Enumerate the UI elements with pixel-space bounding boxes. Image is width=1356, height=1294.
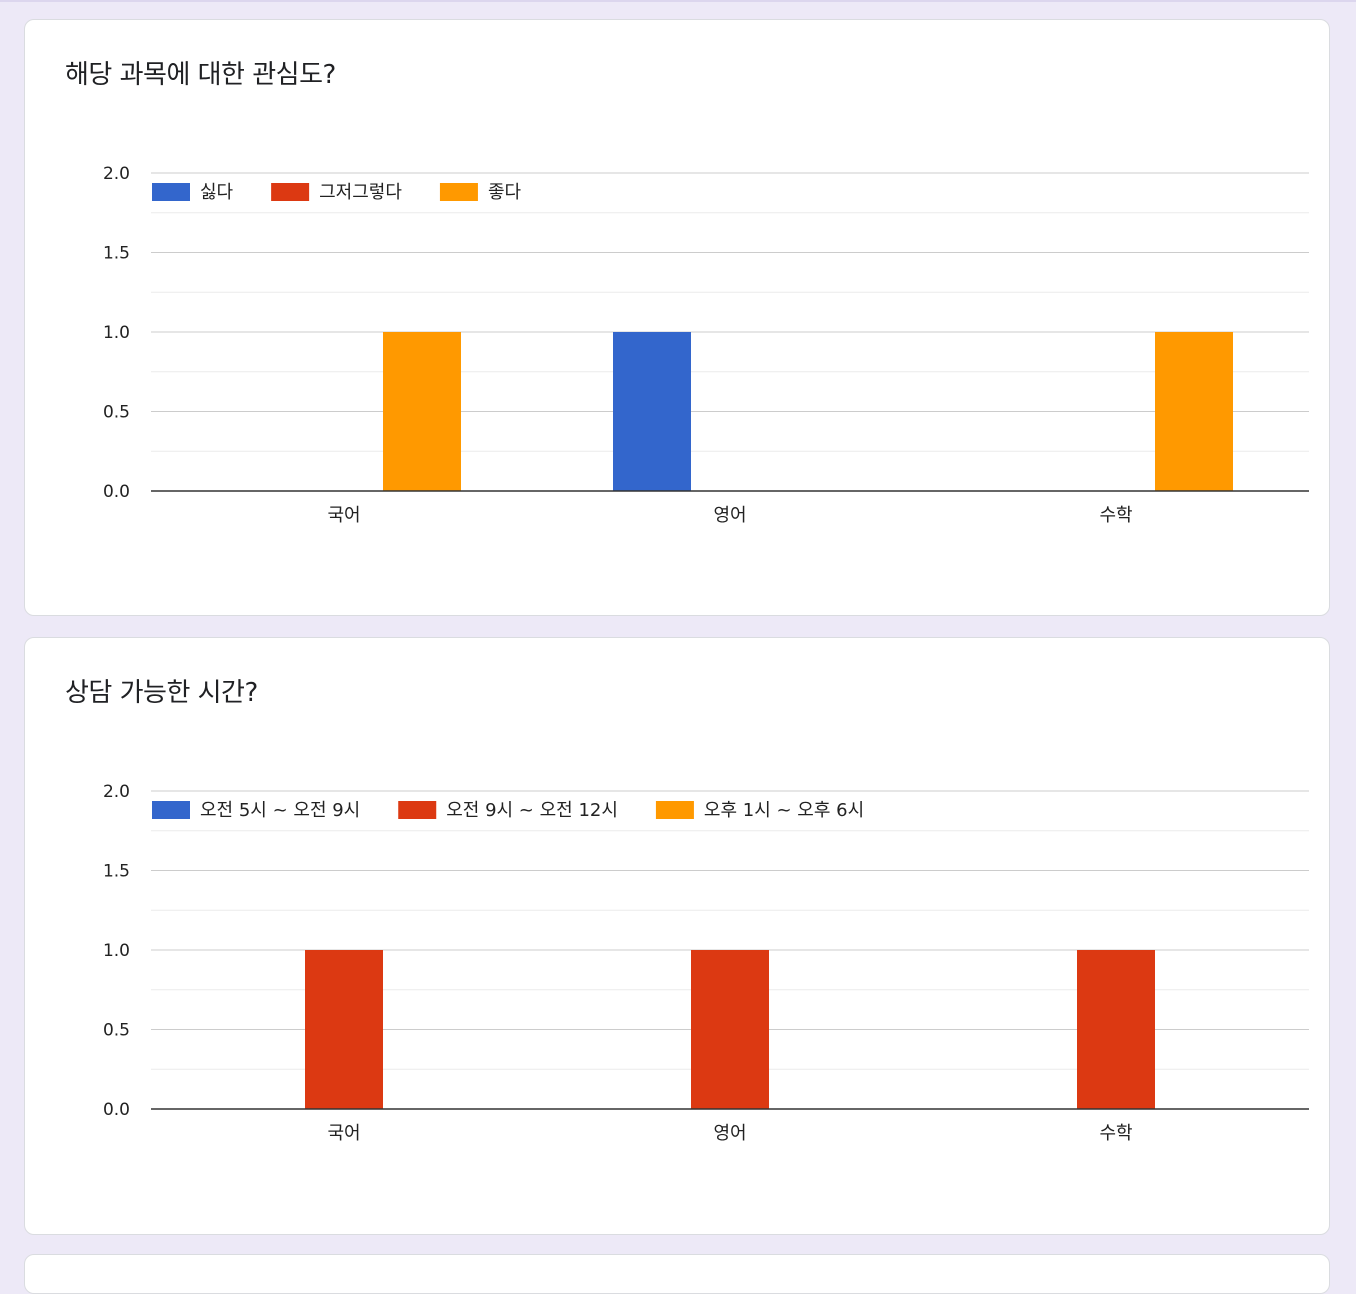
legend-swatch-2 <box>398 801 437 819</box>
x-category-label: 영어 <box>713 505 746 526</box>
page-top-border <box>0 0 1356 2</box>
x-category-label: 수학 <box>1099 1123 1132 1144</box>
legend-label-1: 싫다 <box>200 182 234 203</box>
y-tick-label: 1.0 <box>103 941 130 961</box>
y-tick-label: 0.5 <box>103 1021 130 1041</box>
bar-chart-interest: 0.0 0.5 1.0 1.5 2.0 국어 영어 수학 싫다 그저그렇다 좋다 <box>103 164 1309 526</box>
bar-2-3[interactable] <box>1077 950 1155 1109</box>
legend-swatch-3 <box>439 183 478 201</box>
y-tick-label: 0.5 <box>103 403 130 423</box>
x-category-label: 영어 <box>713 1123 746 1144</box>
bar-3-3[interactable] <box>1155 332 1233 491</box>
question-title: 해당 과목에 대한 관심도? <box>65 60 336 90</box>
legend-swatch-2 <box>271 183 310 201</box>
legend-label-3: 오후 1시 ~ 오후 6시 <box>704 800 864 821</box>
legend-label-1: 오전 5시 ~ 오전 9시 <box>200 800 360 821</box>
bar-2-2[interactable] <box>691 950 769 1109</box>
y-tick-label: 1.5 <box>103 244 130 264</box>
legend-swatch-3 <box>655 801 694 819</box>
y-tick-label: 2.0 <box>103 164 130 184</box>
bar-chart-consult-time: 0.0 0.5 1.0 1.5 2.0 국어 영어 수학 오전 5시 ~ 오전 9시 오전 9시 … <box>103 782 1309 1144</box>
x-category-label: 국어 <box>327 505 360 526</box>
legend-label-2: 그저그렇다 <box>319 182 402 203</box>
legend-swatch-1 <box>152 801 190 819</box>
question-card-consult-time: 상담 가능한 시간? 0.0 0.5 1.0 1.5 2.0 국어 영어 수학 오전 5시 ~ … <box>24 637 1330 1235</box>
x-category-label: 수학 <box>1099 505 1132 526</box>
bar-2-1[interactable] <box>305 950 383 1109</box>
bar-3-1[interactable] <box>383 332 461 491</box>
legend-label-2: 오전 9시 ~ 오전 12시 <box>446 800 618 821</box>
y-tick-label: 0.0 <box>103 482 130 502</box>
x-category-label: 국어 <box>327 1123 360 1144</box>
y-tick-label: 2.0 <box>103 782 130 802</box>
next-question-card <box>24 1254 1330 1294</box>
y-tick-label: 0.0 <box>103 1100 130 1120</box>
legend-swatch-1 <box>152 183 190 201</box>
y-tick-label: 1.0 <box>103 323 130 343</box>
question-card-interest: 해당 과목에 대한 관심도? 0.0 0.5 1.0 1.5 2.0 국어 영어 수학 싫다 그저… <box>24 19 1330 616</box>
question-title: 상담 가능한 시간? <box>65 678 258 708</box>
legend-label-3: 좋다 <box>488 182 522 203</box>
bar-1-2[interactable] <box>613 332 691 491</box>
y-tick-label: 1.5 <box>103 862 130 882</box>
